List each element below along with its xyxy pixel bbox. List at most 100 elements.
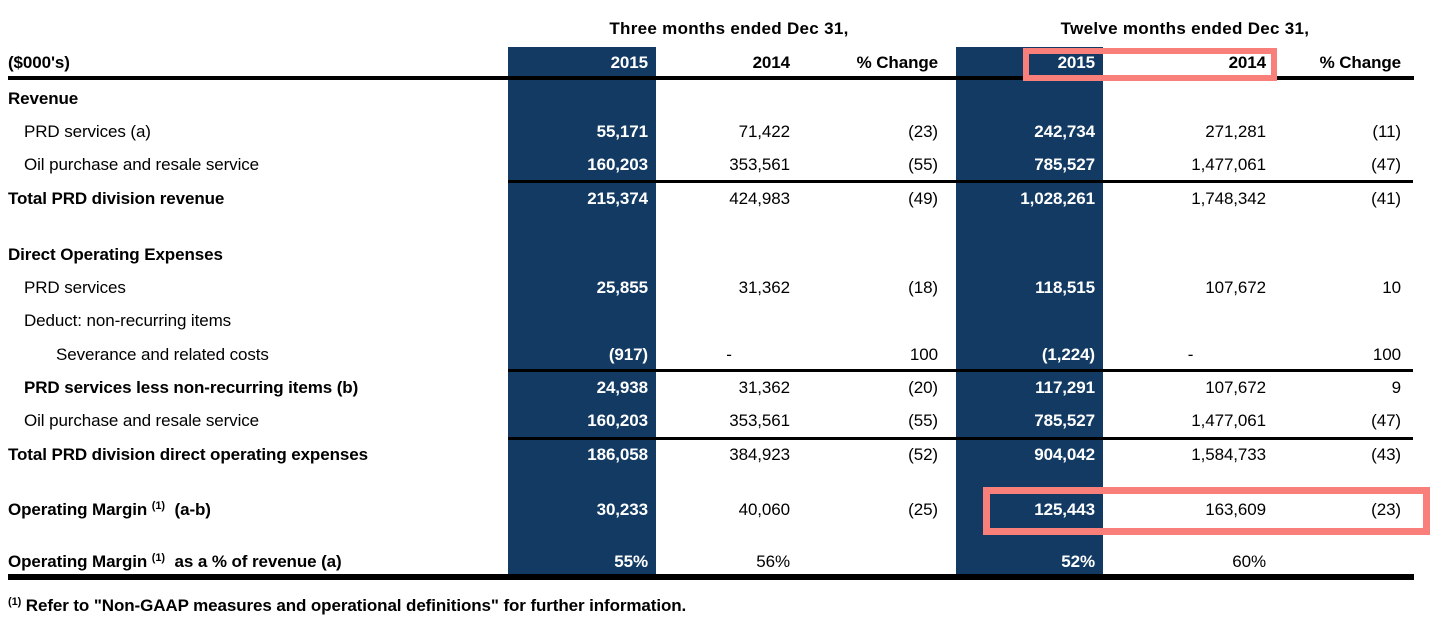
cell-12m-change: (11) <box>1372 122 1401 141</box>
cell-12m-2015: 117,291 <box>1035 378 1095 397</box>
row-label: Deduct: non-recurring items <box>24 311 232 330</box>
cell-12m-2015: 785,527 <box>1034 155 1095 174</box>
cell-3m-2014: 40,060 <box>738 500 791 519</box>
cell-12m-2014: 1,477,061 <box>1191 155 1266 174</box>
table-row-oil-purchase-1: Oil purchase and resale service 160,203 … <box>0 148 1456 182</box>
highlight-box-operating-margin-12m <box>983 487 1430 535</box>
col-header-3m-2015: 2015 <box>610 52 649 72</box>
column-header-row: ($000's) 2015 2014 % Change 2015 2014 % … <box>0 47 1456 78</box>
row-label: Severance and related costs <box>56 345 269 364</box>
cell-12m-2014: 1,748,342 <box>1191 189 1266 208</box>
table-row-total-doe: Total PRD division direct operating expe… <box>0 438 1456 472</box>
table-row-operating-margin: Operating Margin (1) (a-b) 30,233 40,060… <box>0 493 1456 527</box>
cell-3m-2014: - <box>726 345 732 364</box>
col-header-12m-2015: 2015 <box>1057 52 1096 72</box>
section-label: Revenue <box>8 89 79 108</box>
cell-3m-2014: 56% <box>756 552 790 571</box>
cell-12m-2015: 904,042 <box>1034 445 1095 464</box>
row-label-suffix: (a-b) <box>174 500 211 519</box>
section-label: Direct Operating Expenses <box>8 245 223 264</box>
units-label: ($000's) <box>8 52 70 72</box>
table-rule-subtotal-nri <box>508 369 1413 372</box>
highlight-box-12m-year-headers <box>1023 48 1277 81</box>
cell-3m-2015: 186,058 <box>587 445 648 464</box>
cell-12m-change: (47) <box>1371 411 1401 430</box>
cell-12m-2014: 271,281 <box>1205 122 1266 141</box>
table-row-prd-services: PRD services 25,855 31,362 (18) 118,515 … <box>0 271 1456 305</box>
cell-12m-2014: 1,584,733 <box>1191 445 1266 464</box>
cell-12m-2015: 1,028,261 <box>1020 189 1095 208</box>
cell-3m-change: (55) <box>908 155 938 174</box>
table-rule-subtotal-revenue <box>508 180 1413 183</box>
cell-12m-2014: 60% <box>1232 552 1266 571</box>
row-label-text: Operating Margin <box>8 552 148 571</box>
cell-3m-2015: 24,938 <box>596 378 649 397</box>
footnote-marker: (1) <box>8 596 22 608</box>
row-label: Operating Margin (1) as a % of revenue (… <box>8 552 508 572</box>
cell-3m-2015: 30,233 <box>596 500 649 519</box>
cell-12m-2015: 125,443 <box>1034 500 1095 519</box>
cell-3m-2015: 55% <box>614 552 648 571</box>
period-header-three-months: Three months ended Dec 31, <box>609 19 849 38</box>
cell-12m-2014: 107,672 <box>1205 378 1266 397</box>
col-header-3m-2014: 2014 <box>752 52 791 72</box>
cell-3m-change: (49) <box>908 189 938 208</box>
table-rule-header <box>8 76 1414 80</box>
cell-3m-change: 100 <box>909 345 938 364</box>
table-row-oil-purchase-2: Oil purchase and resale service 160,203 … <box>0 404 1456 438</box>
cell-3m-2014: 424,983 <box>729 189 790 208</box>
cell-3m-change: (23) <box>908 122 938 141</box>
table-rule-subtotal-opex <box>508 437 1413 440</box>
cell-3m-2014: 353,561 <box>729 155 790 174</box>
row-label: Oil purchase and resale service <box>24 155 260 174</box>
cell-12m-change: 9 <box>1391 378 1401 397</box>
cell-3m-change: (20) <box>908 378 938 397</box>
table-row-doe-header: Direct Operating Expenses <box>0 238 1456 272</box>
row-label: Total PRD division revenue <box>8 189 225 208</box>
cell-3m-2015: 215,374 <box>587 189 648 208</box>
table-row-revenue-header: Revenue <box>0 82 1456 116</box>
cell-12m-change: (47) <box>1371 155 1401 174</box>
cell-3m-2015: 160,203 <box>587 155 648 174</box>
row-label-suffix: as a % of revenue (a) <box>174 552 342 571</box>
cell-12m-change: 10 <box>1382 278 1401 297</box>
row-label: PRD services (a) <box>24 122 151 141</box>
row-label: Total PRD division direct operating expe… <box>8 445 368 464</box>
cell-12m-2014: 163,609 <box>1205 500 1266 519</box>
cell-12m-2015: 118,515 <box>1035 278 1095 297</box>
footnote-marker: (1) <box>151 552 165 564</box>
cell-12m-change: (43) <box>1371 445 1401 464</box>
cell-3m-2014: 384,923 <box>729 445 790 464</box>
cell-3m-change: (18) <box>908 278 938 297</box>
table-row-severance: Severance and related costs (917) - 100 … <box>0 338 1456 372</box>
cell-3m-2015: 25,855 <box>596 278 649 297</box>
table-row-prd-services-a: PRD services (a) 55,171 71,422 (23) 242,… <box>0 115 1456 149</box>
footnote-marker: (1) <box>151 500 165 512</box>
table-row-prd-less-nri: PRD services less non-recurring items (b… <box>0 371 1456 405</box>
cell-3m-2015: 160,203 <box>587 411 648 430</box>
cell-3m-2015: 55,171 <box>596 122 649 141</box>
cell-12m-2014: - <box>1187 345 1194 364</box>
table-rule-bottom <box>8 574 1414 580</box>
cell-12m-2015: 52% <box>1061 552 1095 571</box>
footnote-text: Refer to "Non-GAAP measures and operatio… <box>25 596 687 615</box>
highlight-column-12m-2015 <box>956 47 1103 574</box>
col-header-12m-2014: 2014 <box>1228 52 1267 72</box>
row-label: PRD services less non-recurring items (b… <box>24 378 359 397</box>
cell-3m-change: (55) <box>908 411 938 430</box>
row-label-text: Operating Margin <box>8 500 148 519</box>
cell-12m-change: 100 <box>1372 345 1401 364</box>
cell-3m-2014: 71,422 <box>738 122 791 141</box>
cell-12m-2015: (1,224) <box>1041 345 1095 364</box>
cell-12m-2014: 1,477,061 <box>1191 411 1266 430</box>
row-label: Operating Margin (1) (a-b) <box>8 500 508 520</box>
table-row-operating-margin-pct: Operating Margin (1) as a % of revenue (… <box>0 545 1456 579</box>
cell-3m-2014: 353,561 <box>729 411 790 430</box>
cell-3m-2014: 31,362 <box>738 278 791 297</box>
col-header-12m-change: % Change <box>1319 52 1401 72</box>
table-row-deduct: Deduct: non-recurring items <box>0 304 1456 338</box>
cell-12m-2015: 785,527 <box>1034 411 1095 430</box>
cell-12m-2014: 107,672 <box>1205 278 1266 297</box>
cell-3m-2014: 31,362 <box>738 378 791 397</box>
